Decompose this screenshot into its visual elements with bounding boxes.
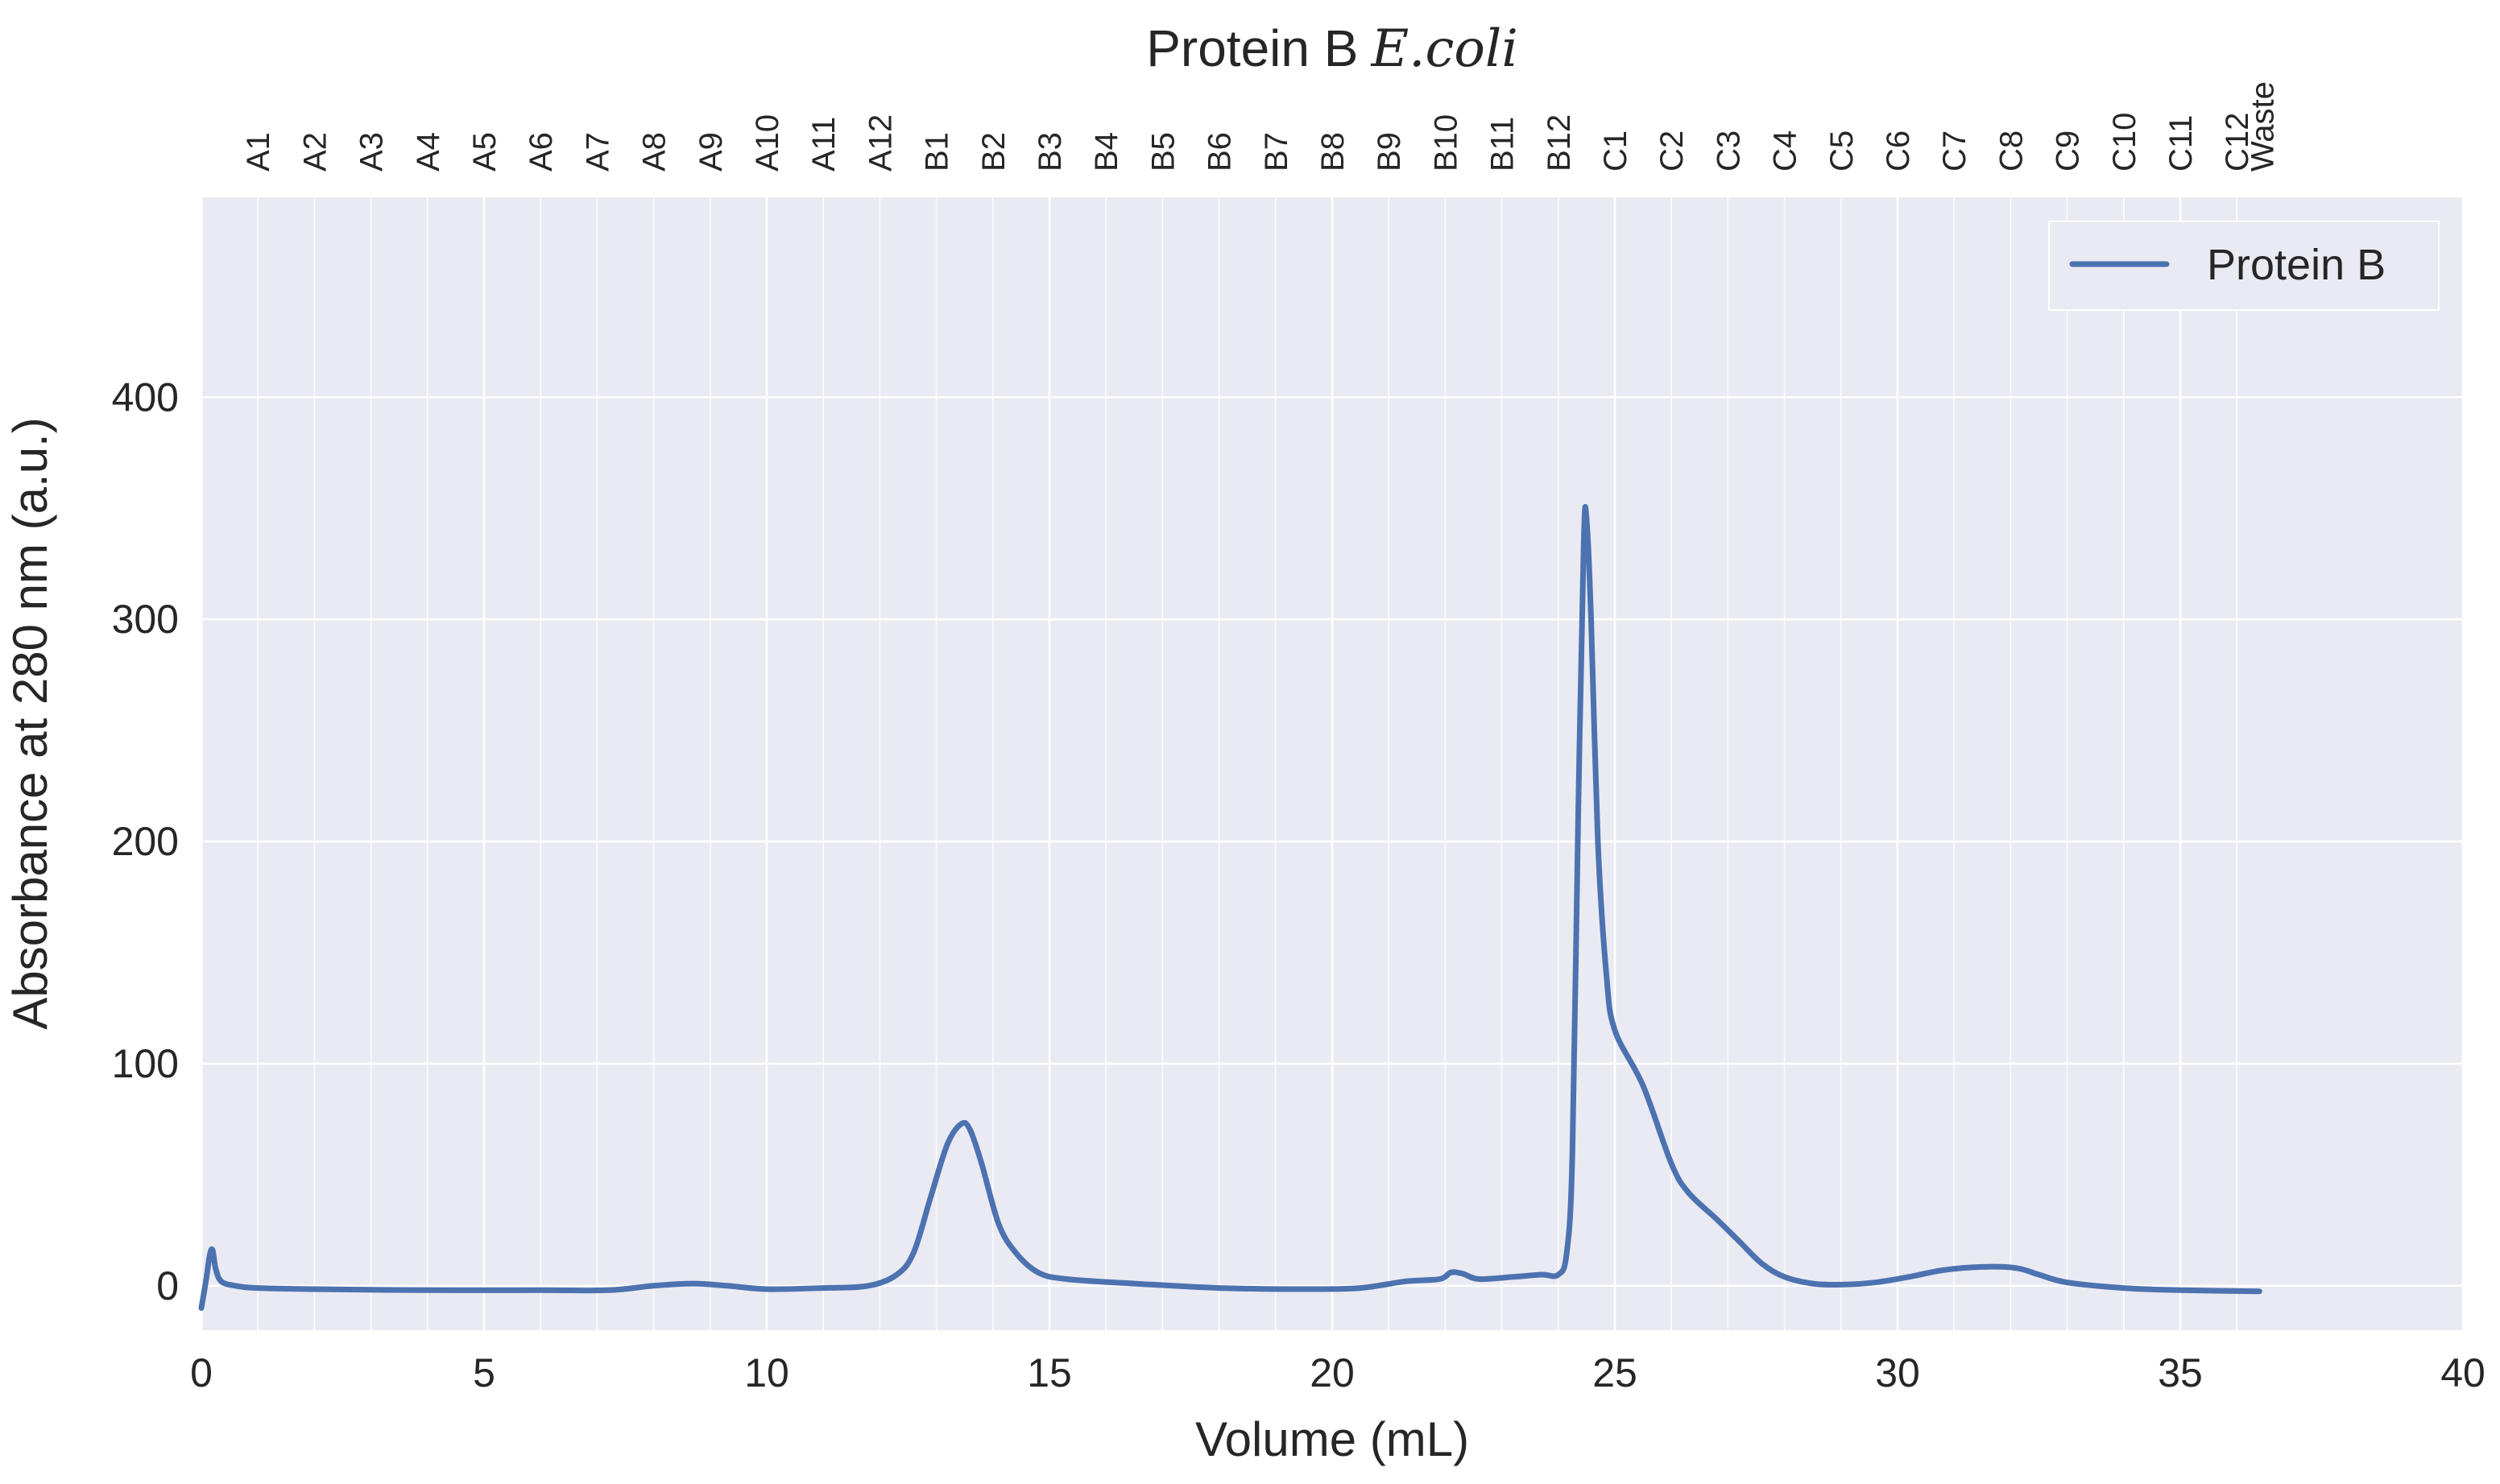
y-tick-label: 0 (156, 1263, 179, 1308)
x-tick-labels: 0 5 10 15 20 25 30 35 40 (190, 1350, 2486, 1395)
fraction-label: B11 (1485, 117, 1521, 172)
fraction-label: A5 (467, 132, 503, 172)
fraction-label: C4 (1768, 130, 1803, 172)
x-tick-label: 20 (1310, 1350, 1355, 1395)
fraction-boundary-lines (257, 197, 2237, 1330)
x-axis-label: Volume (mL) (1195, 1412, 1469, 1466)
fraction-label: B3 (1033, 132, 1068, 172)
x-tick-label: 40 (2440, 1350, 2486, 1395)
fraction-label: B9 (1372, 132, 1407, 172)
fraction-label: A10 (750, 114, 785, 172)
y-tick-label: 100 (112, 1041, 179, 1086)
legend: Protein B (2048, 221, 2440, 311)
fraction-label: B6 (1202, 132, 1238, 172)
x-tick-label: 15 (1027, 1350, 1072, 1395)
fraction-label: C2 (1654, 130, 1690, 172)
fraction-label: C3 (1711, 130, 1746, 172)
fraction-label: B1 (920, 132, 955, 172)
fraction-label: B4 (1089, 132, 1124, 172)
series-line-protein-b (198, 503, 2262, 1311)
fraction-label: B10 (1428, 114, 1463, 172)
fraction-label: A9 (693, 132, 729, 172)
fraction-labels: A1 A2 A3 A4 A5 A6 A7 A8 A9 A10 A11 A12 B1 B2 B3 B4 B5 B6 B… (241, 81, 2280, 172)
fraction-label: A2 (297, 132, 333, 172)
fraction-label: B12 (1542, 114, 1577, 172)
fraction-label: C8 (1993, 130, 2029, 172)
y-tick-label: 300 (112, 597, 179, 642)
fraction-label: Waste (2245, 81, 2280, 172)
fraction-label: A4 (411, 132, 446, 172)
x-tick-label: 10 (744, 1350, 789, 1395)
fraction-label: C5 (1824, 130, 1860, 172)
fraction-label: A11 (806, 117, 842, 172)
y-tick-label: 200 (112, 819, 179, 864)
fraction-label: A3 (354, 132, 390, 172)
x-tick-label: 30 (1875, 1350, 1920, 1395)
chart-title: Protein B E.coli (1146, 19, 1518, 79)
x-tick-label: 0 (190, 1350, 213, 1395)
fraction-label: A6 (524, 132, 559, 172)
fraction-label: C9 (2051, 130, 2086, 172)
series-layer (198, 503, 2262, 1311)
fraction-label: B8 (1315, 132, 1351, 172)
chart-title-main: Protein B (1146, 19, 1358, 77)
fraction-label: A7 (580, 132, 615, 172)
y-tick-label: 400 (112, 374, 179, 420)
fraction-label: A8 (637, 132, 673, 172)
fraction-label: B2 (976, 132, 1012, 172)
x-tick-label: 5 (473, 1350, 495, 1395)
fraction-label: C7 (1937, 130, 1972, 172)
x-tick-label: 35 (2158, 1350, 2203, 1395)
fraction-label: C11 (2163, 115, 2199, 172)
y-tick-labels: 0 100 200 300 400 (112, 374, 179, 1308)
fraction-label: B7 (1259, 132, 1294, 172)
fraction-label: A12 (863, 114, 898, 172)
fraction-label: B5 (1145, 132, 1181, 172)
fraction-label: C12 (2220, 113, 2255, 172)
fraction-label: C6 (1881, 130, 1916, 172)
chart-title-italic: E.coli (1370, 19, 1517, 79)
legend-label-protein-b: Protein B (2207, 241, 2386, 289)
fraction-label: C1 (1598, 130, 1633, 172)
fraction-label: C10 (2107, 113, 2142, 172)
x-tick-label: 25 (1592, 1350, 1637, 1395)
fraction-label: A1 (241, 132, 276, 172)
y-axis-label: Absorbance at 280 nm (a.u.) (3, 417, 57, 1029)
